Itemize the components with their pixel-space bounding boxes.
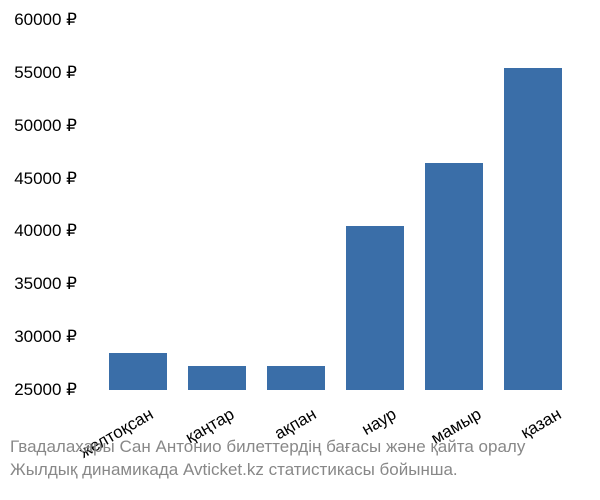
bar — [346, 226, 404, 390]
bars-group — [90, 20, 580, 390]
y-tick-label: 50000 ₽ — [14, 116, 77, 136]
caption-line: Жылдық динамикада Avticket.kz статистика… — [10, 459, 525, 482]
chart-caption: Гвадалахары Сан Антонио билеттердің баға… — [10, 436, 525, 482]
bar — [188, 366, 246, 390]
plot-area — [90, 20, 580, 390]
y-tick-label: 30000 ₽ — [14, 327, 77, 347]
chart-container: 60000 ₽ 55000 ₽ 50000 ₽ 45000 ₽ 40000 ₽ … — [0, 0, 600, 500]
y-tick-label: 55000 ₽ — [14, 63, 77, 83]
y-tick-label: 45000 ₽ — [14, 169, 77, 189]
bar — [425, 163, 483, 390]
y-tick-label: 25000 ₽ — [14, 380, 77, 400]
bar — [267, 366, 325, 390]
caption-line: Гвадалахары Сан Антонио билеттердің баға… — [10, 436, 525, 459]
y-tick-label: 35000 ₽ — [14, 274, 77, 294]
y-tick-label: 40000 ₽ — [14, 221, 77, 241]
y-tick-label: 60000 ₽ — [14, 10, 77, 30]
bar — [504, 68, 562, 390]
bar — [109, 353, 167, 390]
y-axis: 60000 ₽ 55000 ₽ 50000 ₽ 45000 ₽ 40000 ₽ … — [0, 20, 85, 390]
